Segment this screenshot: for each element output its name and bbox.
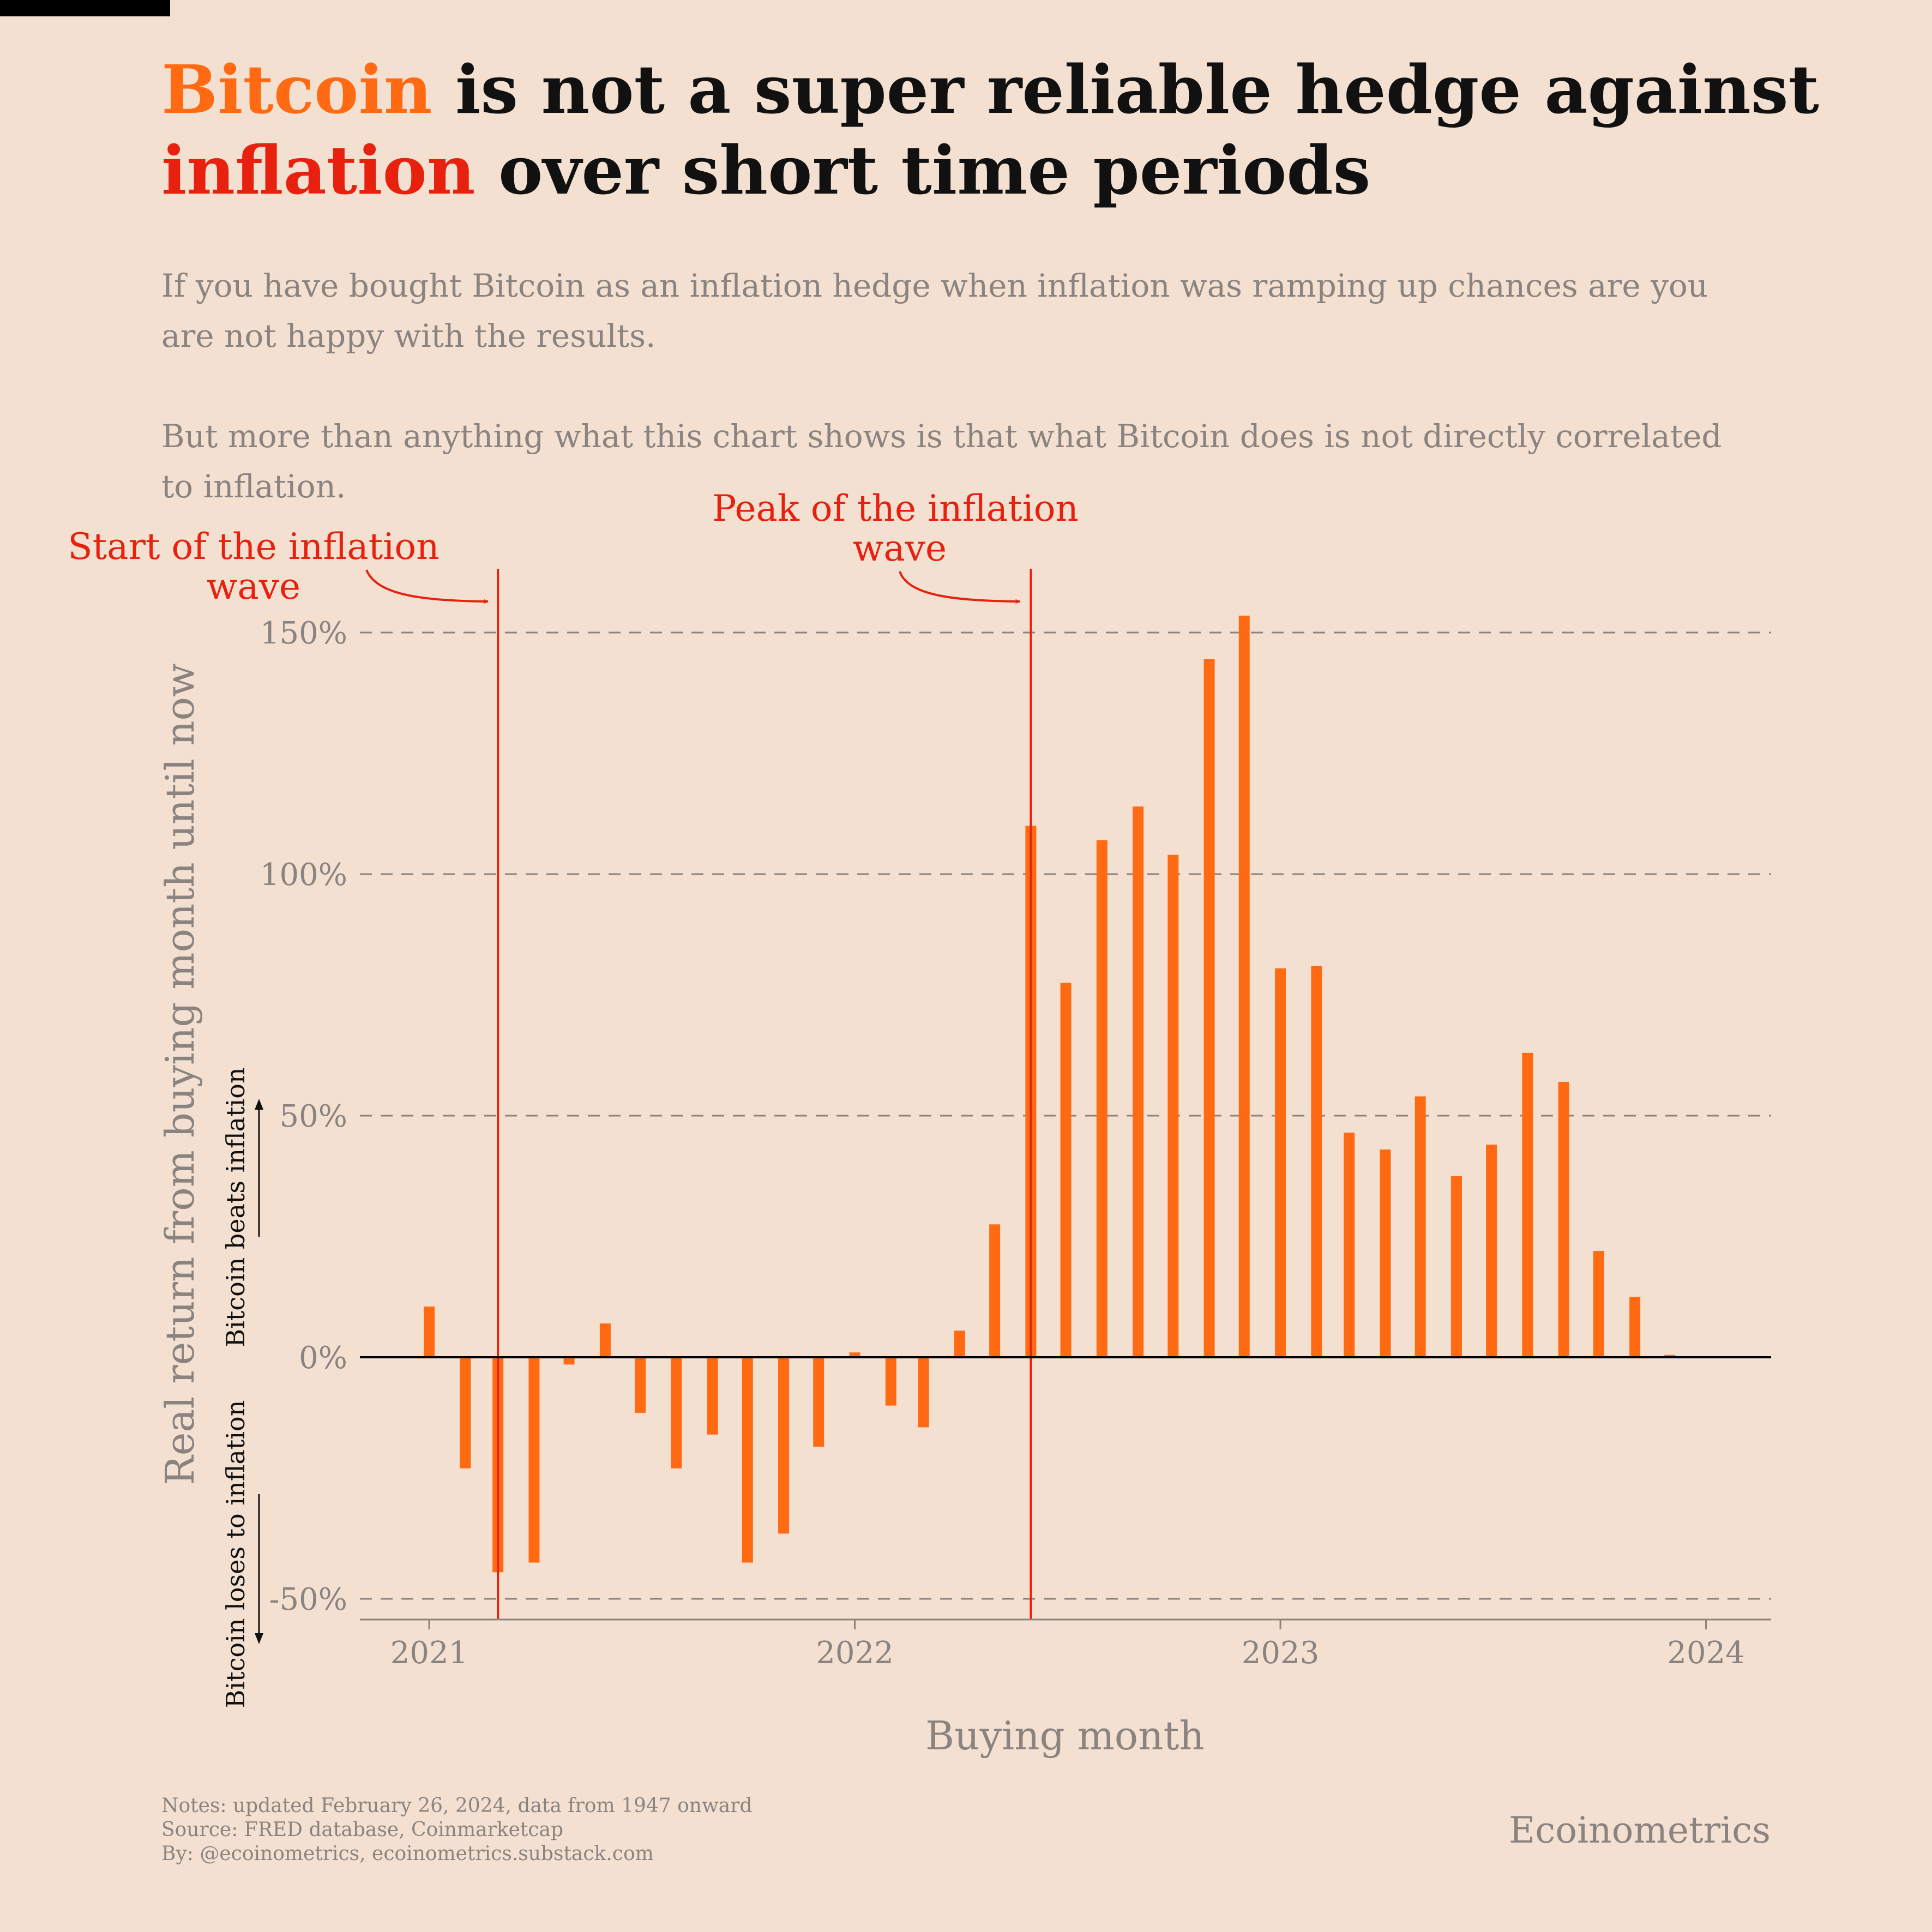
y-tick-label: 0% <box>299 1340 347 1376</box>
bar <box>707 1357 718 1435</box>
y-tick-label: 100% <box>260 857 347 893</box>
bars <box>424 615 1676 1573</box>
bar <box>424 1306 435 1357</box>
bar <box>1311 966 1322 1357</box>
bar <box>563 1357 575 1365</box>
title-inflation: inflation <box>161 131 476 209</box>
bar <box>813 1357 824 1447</box>
x-tick-label: 2022 <box>816 1635 894 1671</box>
title-part2: is not a super reliable hedge against <box>432 50 1819 129</box>
bar <box>1275 968 1286 1357</box>
y-ticks: -50% 0% 50% 100% 150% <box>260 616 347 1617</box>
bar <box>1060 983 1072 1357</box>
y-tick-label: 150% <box>260 616 347 651</box>
bar <box>635 1357 646 1413</box>
corner-bar <box>0 0 170 16</box>
bar <box>1096 840 1108 1357</box>
subtitle-paragraph-2: But more than anything what this chart s… <box>161 418 1722 505</box>
title-bitcoin: Bitcoin <box>161 50 432 129</box>
bar <box>849 1352 860 1357</box>
bar <box>1558 1081 1569 1357</box>
bar <box>885 1357 896 1406</box>
bar <box>1167 854 1179 1357</box>
bar <box>1450 1176 1462 1357</box>
footer-by-line: By: @ecoinometrics, ecoinometrics.substa… <box>161 1843 654 1865</box>
bar <box>1415 1096 1426 1357</box>
peak-wave-label-line1: Peak of the inflation <box>712 487 1079 529</box>
start-wave-label-line1: Start of the inflation <box>68 526 439 568</box>
bar <box>1344 1133 1355 1357</box>
x-tick-label: 2024 <box>1667 1635 1745 1671</box>
bar <box>1593 1251 1604 1357</box>
x-axis-label: Buying month <box>925 1713 1205 1759</box>
brand-logo-text: Ecoinometrics <box>1509 1809 1771 1851</box>
footer-notes: Notes: updated February 26, 2024, data f… <box>161 1794 753 1866</box>
beats-inflation-label: Bitcoin beats inflation <box>221 1067 250 1347</box>
y-tick-label: 50% <box>280 1099 347 1134</box>
bar <box>1664 1355 1676 1357</box>
footer-notes-line: Notes: updated February 26, 2024, data f… <box>161 1795 753 1817</box>
bar <box>989 1224 1001 1357</box>
y-tick-label: -50% <box>269 1582 347 1617</box>
x-ticks: 2021 2022 2023 2024 <box>390 1620 1745 1671</box>
beats-arrow-head <box>255 1099 263 1110</box>
bar <box>599 1323 611 1357</box>
bar <box>778 1357 790 1534</box>
chart-subtitle: If you have bought Bitcoin as an inflati… <box>161 261 1743 562</box>
bar <box>1133 806 1144 1357</box>
bar <box>1522 1052 1533 1357</box>
subtitle-paragraph-1: If you have bought Bitcoin as an inflati… <box>161 267 1708 354</box>
bar <box>954 1331 965 1357</box>
footer-source-line: Source: FRED database, Coinmarketcap <box>161 1819 564 1841</box>
chart-title: Bitcoin is not a super reliable hedge ag… <box>161 49 1852 210</box>
title-part4: over short time periods <box>475 131 1371 209</box>
bar <box>742 1357 753 1563</box>
bar <box>460 1357 471 1468</box>
bar <box>1629 1297 1641 1357</box>
peak-wave-label-line2: wave <box>853 527 947 569</box>
bar <box>918 1357 929 1428</box>
loses-arrow-head <box>255 1633 263 1644</box>
bar <box>671 1357 682 1468</box>
y-axis-label: Real return from buying month until now <box>157 664 203 1485</box>
bar <box>1486 1145 1497 1357</box>
x-tick-label: 2021 <box>390 1635 468 1671</box>
bar <box>1380 1149 1391 1357</box>
annotation-lines <box>497 569 1032 1620</box>
peak-wave-arrow <box>899 571 1020 604</box>
start-wave-label-line2: wave <box>207 565 300 607</box>
loses-inflation-label: Bitcoin loses to inflation <box>221 1400 250 1708</box>
x-tick-label: 2023 <box>1242 1635 1320 1671</box>
bar <box>528 1357 540 1563</box>
start-wave-arrow <box>365 569 489 604</box>
bar <box>1203 659 1215 1357</box>
bar <box>1238 615 1250 1357</box>
